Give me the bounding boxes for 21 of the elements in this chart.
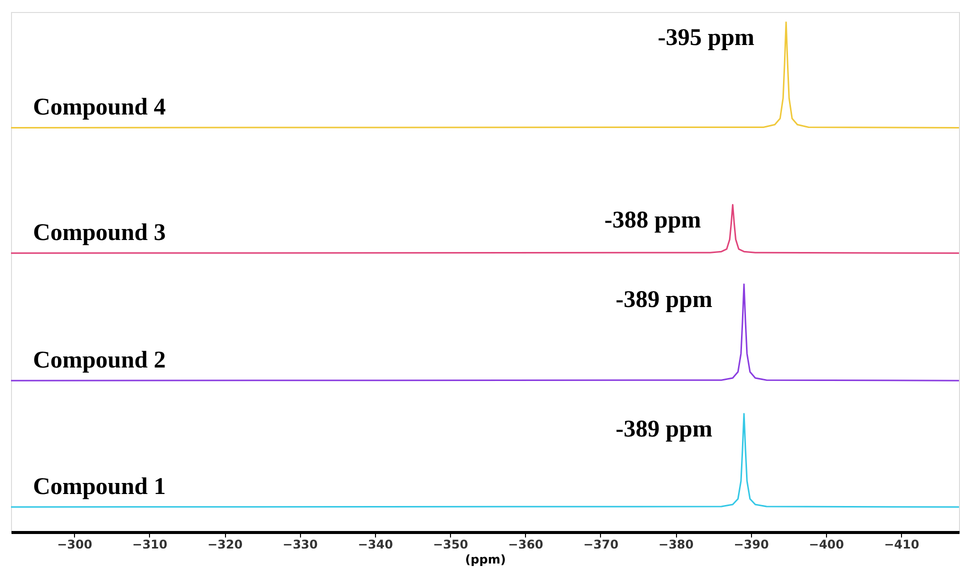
series-label: Compound 1: [33, 474, 166, 500]
x-tick-label: −380: [658, 538, 694, 552]
annotation: -389 ppm: [616, 287, 712, 314]
x-tick-label: −330: [282, 538, 318, 552]
x-tick-label: −390: [734, 538, 769, 552]
x-tick-label: −340: [358, 538, 393, 552]
series-label: Compound 3: [33, 220, 166, 246]
x-tick-label: −360: [508, 538, 544, 552]
x-axis-title: (ppm): [465, 552, 506, 566]
x-tick-label: −370: [583, 538, 618, 552]
series-label: Compound 2: [33, 348, 166, 374]
series-label: Compound 4: [33, 94, 166, 121]
annotation: -395 ppm: [658, 25, 754, 52]
annotation: -388 ppm: [604, 208, 702, 234]
x-tick-label: −400: [808, 538, 844, 552]
x-tick-label: −320: [207, 538, 243, 552]
x-tick-label: −300: [57, 538, 92, 552]
annotation: -389 ppm: [616, 416, 712, 443]
x-tick-label: −410: [884, 538, 920, 552]
x-tick-label: −350: [432, 538, 468, 552]
x-tick-label: −310: [132, 538, 168, 552]
